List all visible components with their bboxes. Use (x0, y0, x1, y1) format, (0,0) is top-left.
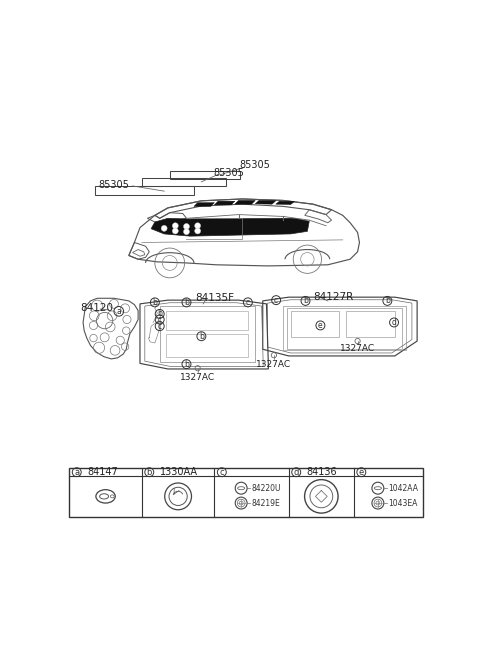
Text: a: a (74, 468, 79, 477)
Text: b: b (153, 298, 157, 307)
Bar (170, 171, 240, 179)
Bar (283, 306, 406, 350)
Text: c: c (274, 296, 278, 305)
Text: b: b (385, 297, 390, 305)
Text: 84219E: 84219E (251, 498, 280, 508)
Bar (347, 311, 395, 337)
Text: b: b (184, 298, 189, 307)
Text: 85305: 85305 (214, 168, 245, 178)
Circle shape (161, 225, 167, 231)
Text: c: c (219, 468, 224, 477)
Bar (69, 468, 423, 516)
Text: b: b (157, 309, 162, 319)
Circle shape (195, 228, 201, 234)
Bar (166, 311, 248, 330)
Text: 1327AC: 1327AC (340, 344, 375, 353)
Text: 85305: 85305 (240, 160, 271, 170)
Text: a: a (117, 307, 121, 316)
Text: 84147: 84147 (87, 467, 118, 477)
Bar (287, 309, 402, 349)
Bar (142, 178, 226, 186)
Polygon shape (276, 201, 294, 204)
Text: 1330AA: 1330AA (160, 467, 198, 477)
Text: d: d (294, 468, 299, 477)
Bar (290, 311, 339, 337)
Circle shape (172, 222, 178, 228)
Text: c: c (157, 322, 162, 331)
Bar (160, 307, 255, 361)
Bar (96, 186, 194, 195)
Text: 1327AC: 1327AC (256, 359, 291, 369)
Bar (166, 335, 248, 357)
Circle shape (183, 224, 190, 230)
Polygon shape (255, 200, 276, 204)
Text: 84120: 84120 (81, 303, 113, 313)
Text: 84220U: 84220U (251, 484, 281, 493)
Circle shape (195, 222, 201, 228)
Text: 1042AA: 1042AA (388, 484, 418, 493)
Polygon shape (215, 201, 235, 205)
Text: e: e (318, 321, 323, 330)
Text: b: b (199, 332, 204, 341)
Text: e: e (359, 468, 364, 477)
Text: d: d (392, 318, 396, 327)
Text: 84127R: 84127R (313, 292, 354, 302)
Text: 1327AC: 1327AC (180, 373, 215, 381)
Text: b: b (184, 359, 189, 369)
Text: b: b (303, 297, 308, 305)
Text: 85305: 85305 (98, 180, 130, 190)
Circle shape (172, 228, 178, 234)
Text: 1043EA: 1043EA (388, 498, 417, 508)
Text: c: c (246, 298, 250, 307)
Polygon shape (151, 218, 309, 236)
Text: 84135F: 84135F (195, 293, 234, 303)
Text: 84136: 84136 (307, 467, 337, 477)
Circle shape (183, 228, 190, 234)
Text: c: c (157, 315, 162, 324)
Polygon shape (235, 200, 255, 204)
Text: b: b (146, 468, 152, 477)
Polygon shape (194, 202, 215, 206)
